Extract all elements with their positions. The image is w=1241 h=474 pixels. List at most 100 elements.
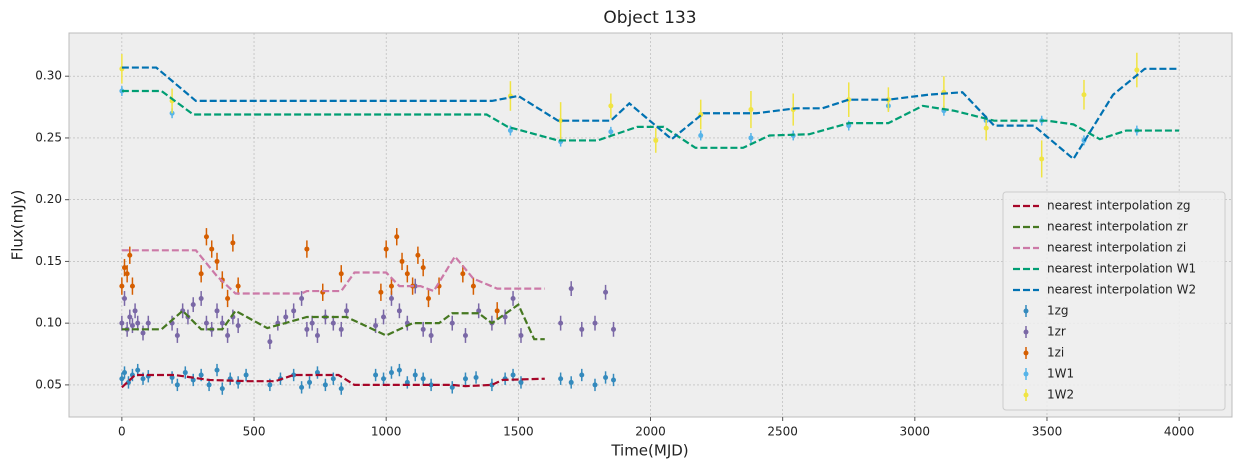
point [1134,67,1140,73]
point [119,376,125,382]
point [603,289,609,295]
interpolation-line [121,302,545,341]
chart-title: Object 133 [603,8,696,28]
interpolation-line [121,373,545,389]
point [129,283,135,289]
point [396,308,402,314]
point [338,386,344,392]
y-tick-label: 0.20 [35,192,62,206]
point [243,372,249,378]
point [267,382,273,388]
point [314,370,320,376]
x-axis-label: Time(MJD) [610,442,688,460]
point [198,295,204,301]
point [304,246,310,252]
point [330,376,336,382]
point [304,326,310,332]
point [373,372,379,378]
x-tick-label: 3500 [1032,425,1063,439]
x-tick-label: 500 [243,425,266,439]
point [592,382,598,388]
point [558,118,564,124]
point [338,271,344,277]
point [132,308,138,314]
point [307,379,313,385]
point [510,372,516,378]
point [748,135,754,141]
point [378,289,384,295]
legend-label: 1zr [1047,325,1066,339]
point [460,271,466,277]
point [404,379,410,385]
point [885,97,891,103]
point [415,252,421,258]
point [579,372,585,378]
legend-marker [1023,329,1029,335]
legend-box [1002,191,1226,411]
point [314,333,320,339]
point [209,246,215,252]
point [235,323,241,329]
point [383,246,389,252]
interpolation-line [121,89,1180,149]
point [219,386,225,392]
point [145,320,151,326]
point [135,320,141,326]
point [338,326,344,332]
point [748,107,754,113]
point [983,125,989,131]
point [119,320,125,326]
point [420,265,426,271]
legend-label: 1zg [1047,304,1069,318]
point [299,384,305,390]
point [127,252,133,258]
point [592,320,598,326]
point [518,333,524,339]
point [388,283,394,289]
point [203,234,209,240]
point [203,320,209,326]
point [1081,92,1087,98]
x-tick-label: 2500 [767,425,798,439]
point [330,320,336,326]
point [206,382,212,388]
point [502,314,508,320]
point [225,333,231,339]
point [396,367,402,373]
point [510,295,516,301]
point [381,376,387,382]
legend-label: nearest interpolation zi [1047,241,1186,255]
x-tick-label: 1500 [503,425,534,439]
point [198,372,204,378]
legend: nearest interpolation zg nearest interpol… [1002,191,1226,411]
point [174,333,180,339]
y-tick-label: 0.25 [35,130,62,144]
legend-marker [1023,350,1029,356]
point [283,314,289,320]
point [182,370,188,376]
point [462,376,468,382]
x-tick-label: 4000 [1164,425,1195,439]
point [603,374,609,380]
interpolation-line [121,66,1180,161]
point [476,308,482,314]
point [608,129,614,135]
point [473,374,479,380]
point [140,330,146,336]
point [610,326,616,332]
point [470,283,476,289]
x-tick-label: 0 [118,425,126,439]
x-tick-label: 1000 [371,425,402,439]
point [412,372,418,378]
legend-label: nearest interpolation zg [1047,199,1191,213]
point [449,320,455,326]
y-tick-label: 0.05 [35,377,62,391]
point [420,326,426,332]
legend-label: nearest interpolation zr [1047,220,1188,234]
point [428,382,434,388]
point [428,333,434,339]
point [169,374,175,380]
x-tick-label: 2000 [635,425,666,439]
point [190,302,196,308]
